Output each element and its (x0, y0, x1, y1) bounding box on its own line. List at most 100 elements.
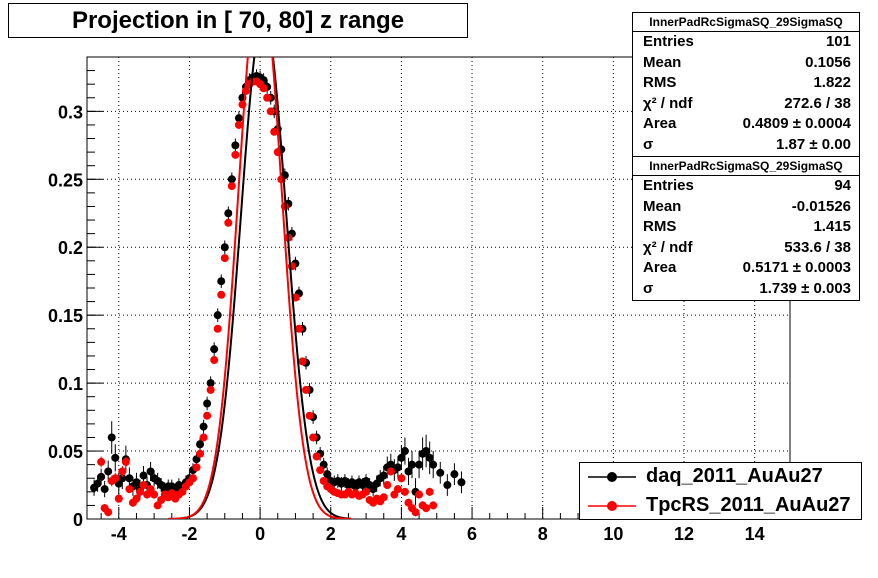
legend-label: TpcRS_2011_AuAu27 (646, 494, 851, 516)
stats-label: σ (643, 279, 654, 297)
data-point-daq (408, 460, 417, 469)
data-point-daq (100, 485, 109, 494)
data-point-tpcrs (196, 449, 205, 458)
data-point-tpcrs (305, 411, 314, 420)
data-point-tpcrs (379, 493, 388, 502)
stats-label: RMS (643, 74, 677, 92)
stats-box-daq: InnerPadRcSigmaSQ_29SigmaSQ Entries 101 M… (632, 12, 860, 157)
data-point-daq (213, 311, 222, 320)
data-point-daq (397, 453, 406, 462)
data-point-tpcrs (425, 487, 434, 496)
data-point-daq (443, 481, 452, 490)
data-point-tpcrs (104, 508, 113, 517)
data-point-tpcrs (199, 433, 208, 442)
data-point-tpcrs (302, 385, 311, 394)
data-point-tpcrs (217, 290, 226, 299)
data-point-daq (217, 277, 226, 286)
data-point-tpcrs (224, 218, 233, 227)
x-tick-label: 0 (255, 524, 265, 544)
stats-value: 1.415 (813, 218, 851, 236)
stats-header: InnerPadRcSigmaSQ_29SigmaSQ (633, 13, 859, 32)
data-point-daq (379, 471, 388, 480)
y-tick-label: 0.05 (48, 442, 83, 462)
stats-value: 101 (825, 33, 851, 50)
legend-marker-black (588, 472, 636, 482)
stats-value: 1.739 ± 0.003 (759, 279, 851, 297)
data-point-daq (97, 472, 106, 481)
data-point-daq (400, 447, 409, 456)
x-tick-label: 14 (745, 524, 765, 544)
data-point-daq (393, 463, 402, 472)
data-point-daq (231, 141, 240, 150)
data-point-tpcrs (263, 93, 272, 102)
stats-value: 94 (834, 177, 851, 194)
data-point-tpcrs (135, 487, 144, 496)
data-point-tpcrs (362, 487, 371, 496)
y-tick-label: 0.25 (48, 170, 83, 190)
legend-label: daq_2011_AuAu27 (646, 465, 823, 487)
y-tick-label: 0.2 (58, 238, 83, 258)
data-point-tpcrs (294, 324, 303, 333)
stats-value: 1.822 (813, 74, 851, 92)
data-point-tpcrs (316, 466, 325, 475)
stats-value: 533.6 / 38 (784, 238, 851, 256)
data-point-daq (118, 474, 127, 483)
stats-label: χ² / ndf (643, 238, 693, 256)
data-point-daq (199, 422, 208, 431)
data-point-daq (132, 478, 141, 487)
data-point-tpcrs (386, 467, 395, 476)
data-point-daq (93, 479, 102, 488)
stats-label: RMS (643, 218, 677, 236)
plot-title: Projection in [ 70, 80] z range (8, 3, 468, 38)
data-point-daq (203, 399, 212, 408)
data-point-daq (234, 114, 243, 123)
stats-label: Area (643, 259, 677, 277)
stats-row-area: Area 0.4809 ± 0.0004 (633, 114, 859, 135)
stats-value: 1.87 ± 0.00 (776, 135, 851, 153)
data-point-tpcrs (210, 356, 219, 365)
x-tick-label: -2 (181, 524, 197, 544)
data-point-tpcrs (429, 501, 438, 510)
x-tick-label: 4 (396, 524, 406, 544)
data-point-tpcrs (192, 463, 201, 472)
data-point-daq (196, 440, 205, 449)
data-point-tpcrs (400, 487, 409, 496)
stats-row-area: Area 0.5171 ± 0.0003 (633, 258, 859, 279)
stats-value: 272.6 / 38 (784, 94, 851, 112)
data-point-daq (404, 467, 413, 476)
data-point-tpcrs (312, 452, 321, 461)
legend: daq_2011_AuAu27 TpcRS_2011_AuAu27 (579, 462, 862, 520)
data-point-tpcrs (270, 127, 279, 136)
data-point-tpcrs (411, 508, 420, 517)
legend-entry-tpcrs: TpcRS_2011_AuAu27 (580, 492, 861, 521)
data-point-tpcrs (97, 457, 106, 466)
data-point-daq (425, 453, 434, 462)
data-point-tpcrs (150, 490, 159, 499)
data-point-tpcrs (188, 474, 197, 483)
x-tick-label: 6 (467, 524, 477, 544)
stats-row-entries: Entries 101 (633, 32, 859, 53)
stats-row-chi2: χ² / ndf 533.6 / 38 (633, 238, 859, 259)
data-point-tpcrs (227, 182, 236, 191)
stats-label: Area (643, 115, 677, 133)
data-point-tpcrs (203, 411, 212, 420)
data-point-tpcrs (259, 84, 268, 93)
data-point-tpcrs (383, 481, 392, 490)
data-point-daq (220, 243, 229, 252)
y-tick-label: 0.3 (58, 102, 83, 122)
data-point-daq (111, 453, 120, 462)
data-point-daq (104, 467, 113, 476)
data-point-daq (227, 175, 236, 184)
data-point-tpcrs (266, 107, 275, 116)
legend-marker-red (588, 501, 636, 511)
data-point-tpcrs (393, 485, 402, 494)
data-point-tpcrs (220, 254, 229, 263)
stats-label: Entries (643, 33, 694, 50)
data-point-daq (436, 468, 445, 477)
data-point-tpcrs (422, 504, 431, 513)
x-tick-label: 8 (538, 524, 548, 544)
y-tick-label: 0.15 (48, 306, 83, 326)
legend-entry-daq: daq_2011_AuAu27 (580, 463, 861, 492)
plot-axes: -4 -2 0 2 4 6 8 10 12 14 0 0.05 0.1 0.15 0.2 0.25 0.3 (48, 70, 791, 544)
data-point-daq (206, 379, 215, 388)
